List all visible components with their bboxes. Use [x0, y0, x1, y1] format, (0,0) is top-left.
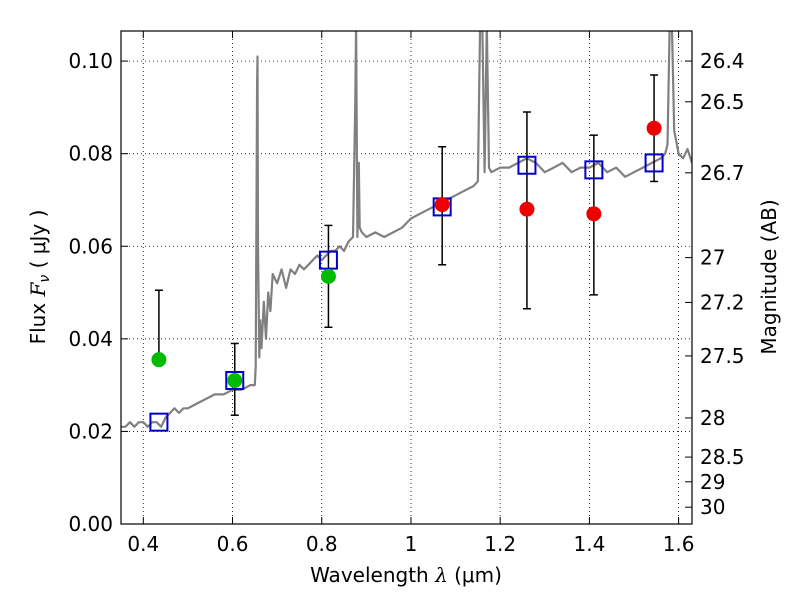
model-points-layer [149, 153, 664, 432]
magnitude-tick-label: 29 [700, 470, 725, 494]
y-tick-label: 0.02 [68, 419, 113, 443]
tick-labels: 0.4 0.6 0.8 1 1.2 1.4 1.6 0.00 0.02 0.04 0.06 0.08 0… [68, 49, 744, 556]
observed-point [320, 268, 336, 284]
observed-point [646, 120, 662, 136]
magnitude-tick-label: 28.5 [700, 445, 745, 469]
errorbar-layer [154, 74, 659, 416]
x-axis-title: Wavelength λ (μm) [310, 563, 502, 587]
x-tick-label: 1.6 [663, 532, 695, 556]
magnitude-tick-label: 26.5 [700, 90, 745, 114]
axis-ticks [121, 31, 692, 525]
x-tick-label: 0.6 [217, 532, 249, 556]
magnitude-tick-label: 27.5 [700, 344, 745, 368]
plot-frame [120, 30, 693, 525]
model-point [644, 153, 664, 173]
y-tick-label: 0.04 [68, 327, 113, 351]
magnitude-tick-label: 27 [700, 246, 725, 270]
model-point [584, 160, 604, 180]
observed-point [519, 201, 535, 217]
x-tick-label: 1 [405, 532, 418, 556]
model-point [517, 155, 537, 175]
spectrum-layer [121, 31, 692, 428]
grid [121, 31, 692, 525]
observed-points-layer [151, 120, 662, 388]
observed-point [434, 197, 450, 213]
y-tick-label: 0.00 [68, 512, 113, 536]
observed-point [227, 372, 243, 388]
y-tick-label: 0.10 [68, 49, 113, 73]
magnitude-tick-label: 27.2 [700, 290, 745, 314]
y-tick-label: 0.08 [68, 142, 113, 166]
magnitude-tick-label: 26.4 [700, 49, 745, 73]
y-axis-title: Flux Fν ( μJy ) [26, 210, 53, 345]
magnitude-tick-label: 28 [700, 406, 725, 430]
y-tick-label: 0.06 [68, 234, 113, 258]
x-tick-label: 0.4 [127, 532, 159, 556]
observed-point [586, 206, 602, 222]
magnitude-tick-label: 30 [700, 495, 725, 519]
model-point [318, 250, 338, 270]
x-tick-label: 1.2 [484, 532, 516, 556]
spectrum-line [121, 31, 692, 428]
model-point [225, 370, 245, 390]
magnitude-tick-label: 26.7 [700, 161, 745, 185]
model-point [149, 412, 169, 432]
x-tick-label: 1.4 [573, 532, 605, 556]
magnitude-axis-title: Magnitude (AB) [757, 199, 781, 354]
x-tick-label: 0.8 [306, 532, 338, 556]
observed-point [151, 352, 167, 368]
